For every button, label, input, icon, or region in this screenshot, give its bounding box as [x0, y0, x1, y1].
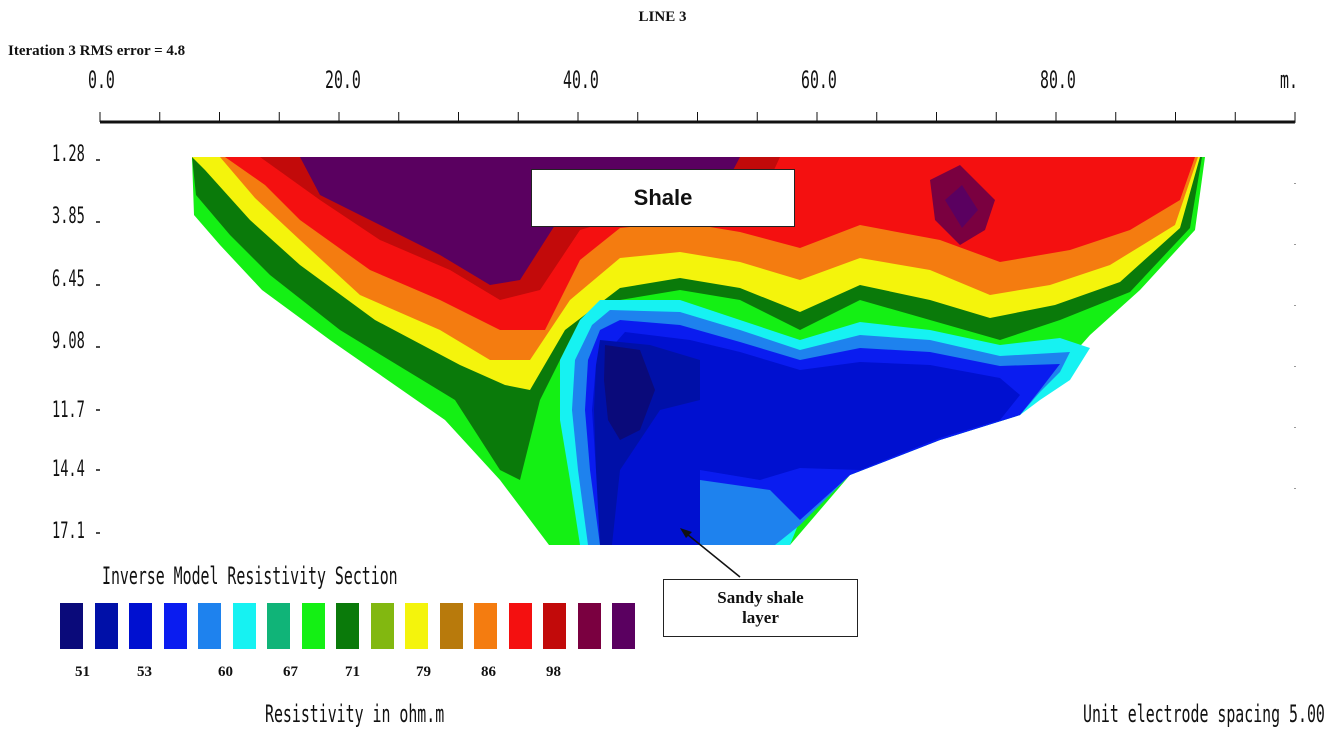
sandy-shale-line2: layer	[742, 608, 779, 627]
legend-value-label: 53	[137, 664, 152, 680]
legend-value-label: 98	[546, 664, 561, 680]
legend-swatch	[612, 603, 635, 649]
y-tick-label: 6.45	[52, 267, 85, 292]
shale-annotation: Shale	[531, 169, 795, 227]
legend-swatch	[439, 603, 463, 649]
legend-title: Inverse Model Resistivity Section	[102, 562, 398, 590]
x-unit-label: m.	[1280, 66, 1298, 94]
y-tick-label: 1.28	[52, 142, 85, 167]
legend-swatch	[508, 603, 532, 649]
y-tick-label: 11.7	[52, 398, 85, 423]
y-tick-label: 3.85	[52, 204, 85, 229]
legend-swatch	[267, 603, 290, 649]
legend-value-label: 51	[75, 664, 90, 680]
x-tick-marks	[99, 112, 1296, 122]
x-tick-label: 60.0	[801, 66, 837, 94]
y-tick-label: 17.1	[52, 519, 85, 544]
x-tick-label: 20.0	[325, 66, 361, 94]
sandy-shale-line1: Sandy shale	[717, 588, 804, 607]
x-tick-label: 40.0	[563, 66, 599, 94]
legend-swatch	[336, 603, 359, 649]
legend-swatch	[232, 603, 256, 649]
rms-error-label: Iteration 3 RMS error = 4.8	[8, 43, 186, 59]
sandy-shale-arrow	[681, 529, 741, 578]
resistivity-unit-label: Resistivity in ohm.m	[265, 700, 445, 728]
x-tick-label: 80.0	[1040, 66, 1076, 94]
legend-swatch	[577, 603, 601, 649]
legend-value-label: 67	[283, 664, 298, 680]
legend-swatch	[60, 603, 83, 649]
sandy-shale-annotation: Sandy shale layer	[663, 579, 858, 637]
electrode-spacing-note: Unit electrode spacing 5.00 m.	[1083, 700, 1325, 728]
legend-value-label: 71	[345, 664, 360, 680]
zone-deep-navy	[604, 345, 655, 440]
legend-swatch	[370, 603, 394, 649]
legend-swatch	[301, 603, 325, 649]
legend-swatch	[405, 603, 428, 649]
legend-swatch	[163, 603, 187, 649]
sandy-shale-arrow-head	[680, 528, 692, 538]
legend-swatch	[474, 603, 497, 649]
y-tick-label: 9.08	[52, 329, 85, 354]
y-tick-marks	[96, 159, 100, 534]
legend-swatch	[543, 603, 566, 649]
legend-value-label: 79	[416, 664, 431, 680]
legend-swatch	[198, 603, 221, 649]
legend-value-label: 60	[218, 664, 233, 680]
x-tick-label: 0.0	[88, 66, 115, 94]
y-tick-label: 14.4	[52, 457, 85, 482]
chart-title: LINE 3	[638, 9, 687, 25]
legend-swatch	[129, 603, 152, 649]
legend-value-label: 86	[481, 664, 496, 680]
zone-deep-purple-spot	[945, 185, 978, 228]
legend-swatch	[94, 603, 118, 649]
